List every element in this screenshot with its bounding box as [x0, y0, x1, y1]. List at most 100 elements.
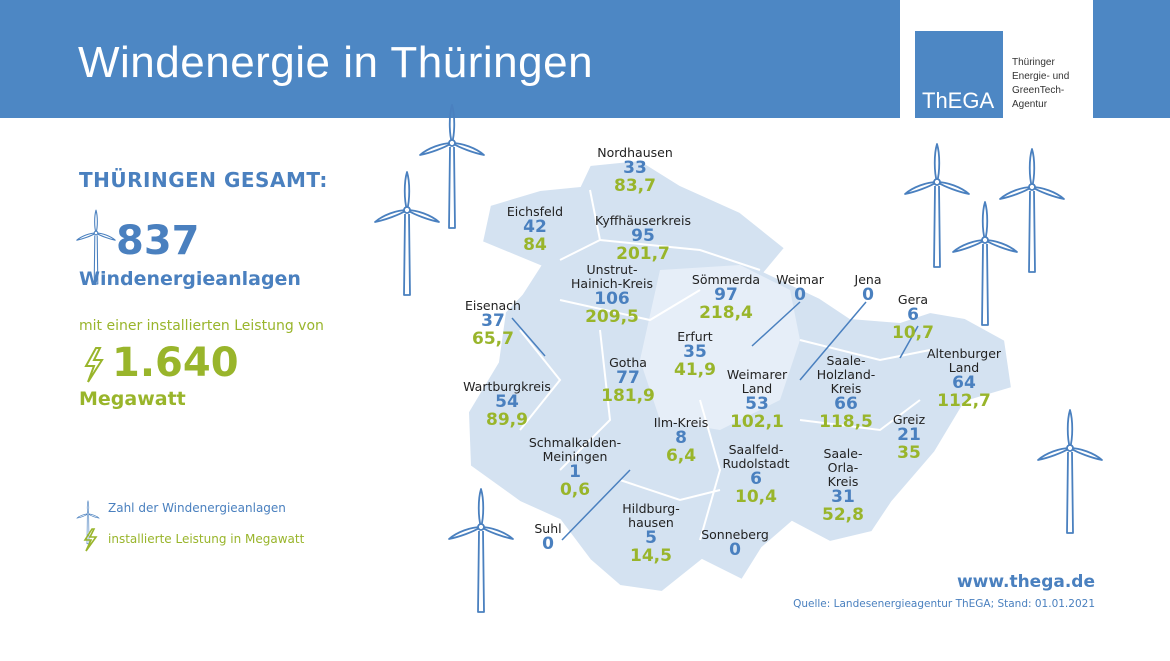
capacity-mw: 65,7: [472, 329, 514, 349]
turbine-count: 1: [569, 462, 581, 482]
district-weimarerland: Weimarer Land 53 102,1: [726, 367, 788, 432]
district-eichsfeld: Eichsfeld 42 84: [507, 205, 563, 255]
central-region: [640, 265, 800, 430]
district-name: Sonneberg: [701, 527, 769, 542]
district-name: Ilm-Kreis: [653, 415, 709, 430]
wind-turbine-icon: [374, 171, 440, 296]
capacity-mw: 83,7: [614, 176, 656, 196]
district-name: Suhl: [534, 521, 562, 536]
turbine-count: 31: [831, 487, 855, 507]
turbine-count: 0: [542, 534, 554, 554]
turbine-count: 95: [631, 226, 655, 246]
turbine-count: 37: [481, 311, 505, 331]
capacity-mw: 201,7: [616, 244, 670, 264]
turbine-count: 21: [897, 425, 921, 445]
district-saale-holzland-kreis: Saale- Holzland- Kreis 66 118,5: [816, 353, 876, 432]
capacity-mw: 118,5: [819, 412, 873, 432]
capacity-mw: 0,6: [559, 480, 591, 500]
district-name: Jena: [854, 272, 882, 287]
turbines-label: Windenergieanlagen: [79, 268, 301, 290]
lightning-icon: [84, 347, 104, 383]
turbine-count: 6: [907, 305, 919, 325]
capacity-mw: 89,9: [486, 410, 528, 430]
district-saale-orla-kreis: Saale- Orla- Kreis 31 52,8: [822, 446, 864, 525]
turbine-count: 66: [834, 394, 858, 414]
turbine-count: 54: [495, 392, 519, 412]
district-name: Unstrut- Hainich-Kreis: [571, 262, 653, 291]
district-name: Gotha: [609, 355, 647, 370]
district-saalfeld-rudolstadt: Saalfeld- Rudolstadt 6 10,4: [722, 442, 790, 507]
turbine-count: 42: [523, 217, 547, 237]
district-unstrut-hainich-kreis: Unstrut- Hainich-Kreis 106 209,5: [571, 262, 653, 327]
turbine-count: 8: [675, 428, 687, 448]
turbine-count: 106: [594, 289, 630, 309]
district-nordhausen: Nordhausen 33 83,7: [597, 145, 673, 196]
wind-turbine-icon: [952, 201, 1018, 326]
district-gotha: Gotha 77 181,9: [601, 355, 655, 406]
logo-line: Energie- und: [1012, 71, 1070, 82]
turbine-count: 35: [683, 342, 707, 362]
logo-text: ThEGA: [922, 88, 995, 113]
district-kyffhäuserkreis: Kyffhäuserkreis 95 201,7: [595, 213, 691, 264]
wind-turbine-icon: [419, 104, 485, 229]
district-erfurt: Erfurt 35 41,9: [674, 330, 716, 380]
district-borders: [519, 189, 931, 541]
logo-line: Thüringer: [1012, 57, 1055, 68]
turbine-count: 0: [794, 285, 806, 305]
wind-turbine-icon: [999, 148, 1065, 273]
district-suhl: Suhl 0: [534, 522, 561, 553]
capacity-intro: mit einer installierten Leistung von: [79, 318, 324, 334]
district-jena: Jena 0: [855, 273, 882, 304]
district-name: Nordhausen: [597, 145, 673, 160]
legend-lightning-icon: [83, 528, 98, 552]
wind-turbine-icon: [1037, 409, 1103, 534]
district-name: Kyffhäuserkreis: [595, 213, 691, 228]
turbine-count: 77: [616, 368, 640, 388]
capacity-mw: 209,5: [585, 307, 639, 327]
district-sömmerda: Sömmerda 97 218,4: [691, 272, 761, 323]
total-capacity: 1.640: [112, 340, 239, 386]
district-name: Greiz: [892, 412, 926, 427]
logo-box: ThEGA: [915, 31, 1003, 118]
turbine-count: 0: [729, 540, 741, 560]
turbine-count: 64: [952, 373, 976, 393]
district-name: Saale- Holzland- Kreis: [816, 353, 876, 396]
district-name: Gera: [897, 292, 929, 307]
district-name: Eisenach: [465, 298, 521, 313]
logo-subtitle: Thüringer Energie- und GreenTech- Agentu…: [1012, 56, 1069, 112]
capacity-mw: 84: [523, 235, 547, 255]
capacity-mw: 10,4: [735, 487, 777, 507]
wind-turbine-icon: [904, 143, 970, 268]
district-sonneberg: Sonneberg 0: [701, 528, 769, 559]
leader-lines: [511, 301, 919, 541]
total-turbines: 837: [116, 218, 200, 264]
district-wartburgkreis: Wartburgkreis 54 89,9: [463, 380, 551, 430]
legend-capacity: installierte Leistung in Megawatt: [108, 532, 305, 546]
capacity-mw: 41,9: [674, 360, 716, 380]
total-heading: THÜRINGEN GESAMT:: [79, 168, 328, 192]
website-link[interactable]: www.thega.de: [956, 572, 1095, 592]
capacity-mw: 6,4: [665, 446, 697, 466]
district-name: Altenburger Land: [926, 346, 1002, 375]
capacity-label: Megawatt: [79, 388, 186, 410]
district-name: Saale- Orla- Kreis: [823, 446, 863, 489]
turbine-count: 33: [623, 158, 647, 178]
turbine-count: 97: [714, 285, 738, 305]
thega-logo: ThEGA Thüringer Energie- und GreenTech- …: [900, 0, 1093, 118]
district-name: Weimar: [776, 272, 824, 287]
district-altenburgerland: Altenburger Land 64 112,7: [926, 346, 1002, 411]
district-name: Weimarer Land: [726, 367, 788, 396]
turbine-count: 6: [750, 469, 762, 489]
capacity-mw: 102,1: [730, 412, 784, 432]
capacity-mw: 52,8: [822, 505, 864, 525]
wind-turbine-icon: [448, 488, 514, 613]
district-name: Saalfeld- Rudolstadt: [722, 442, 790, 471]
district-gera: Gera 6 10,7: [892, 292, 934, 343]
district-name: Hildburg- hausen: [622, 501, 680, 530]
district-weimar: Weimar 0: [776, 273, 824, 304]
district-greiz: Greiz 21 35: [892, 412, 926, 463]
capacity-mw: 14,5: [630, 546, 672, 566]
capacity-mw: 112,7: [937, 391, 991, 411]
district-name: Sömmerda: [691, 272, 761, 287]
